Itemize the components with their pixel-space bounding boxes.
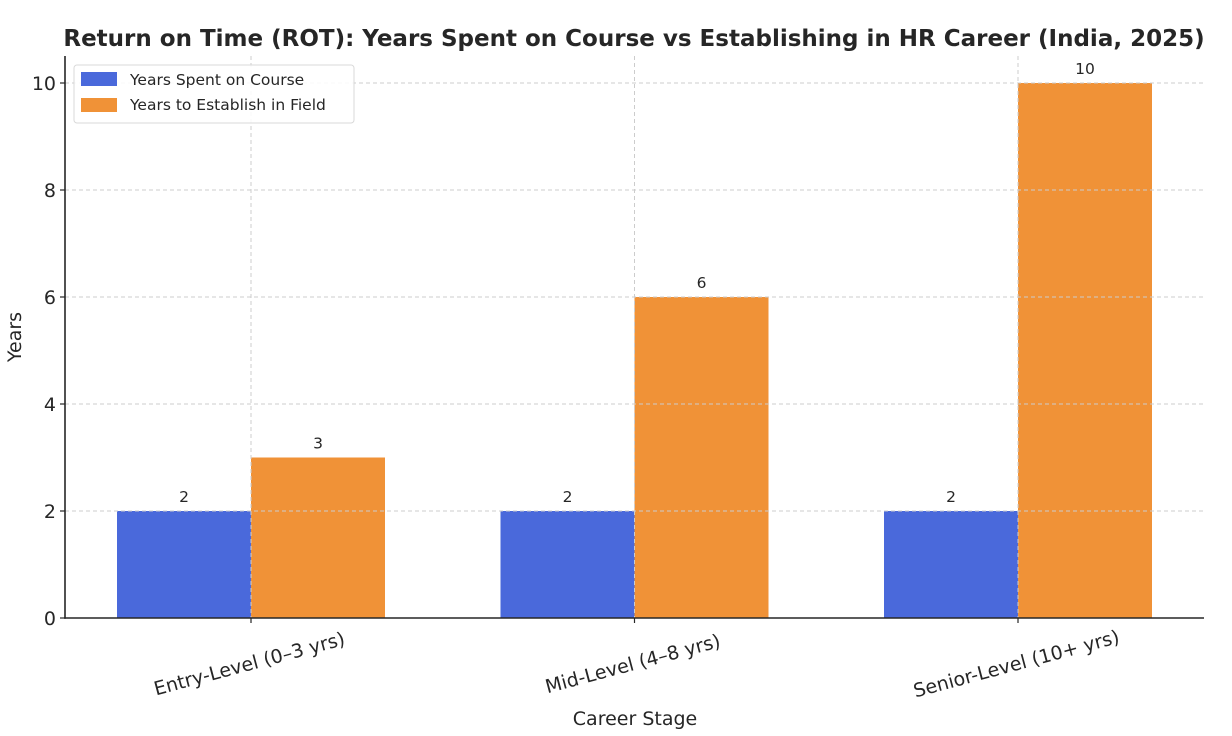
- data-label: 3: [313, 435, 323, 453]
- chart-title: Return on Time (ROT): Years Spent on Cou…: [63, 26, 1204, 52]
- x-tick-labels: Entry-Level (0–3 yrs) Mid-Level (4–8 yrs)…: [152, 618, 1122, 702]
- x-axis-label: Career Stage: [573, 708, 697, 730]
- grid-lines-overlay: [65, 56, 1204, 618]
- legend-swatch-establish: [81, 98, 117, 112]
- y-tick-label: 0: [44, 608, 56, 630]
- data-labels: 2 3 2 6 2 10: [179, 60, 1095, 506]
- bars: [117, 83, 1152, 618]
- bar-course: [500, 511, 635, 618]
- y-tick-labels: 0 2 4 6 8 10: [32, 73, 65, 630]
- y-tick-label: 4: [44, 394, 56, 416]
- y-tick-label: 10: [32, 73, 56, 95]
- x-tick-label: Mid-Level (4–8 yrs): [543, 630, 723, 698]
- bar-course: [117, 511, 251, 618]
- x-tick-label: Senior-Level (10+ yrs): [911, 626, 1122, 702]
- data-label: 2: [179, 488, 189, 506]
- bar-establish: [251, 457, 385, 618]
- x-tick-label: Entry-Level (0–3 yrs): [152, 628, 348, 700]
- legend-swatch-course: [81, 72, 117, 86]
- data-label: 6: [697, 274, 707, 292]
- data-label: 2: [946, 488, 956, 506]
- bar-establish: [1018, 83, 1152, 618]
- data-label: 10: [1075, 60, 1095, 78]
- legend-frame: [73, 64, 355, 124]
- y-tick-label: 8: [44, 180, 56, 202]
- legend-label-course: Years Spent on Course: [129, 71, 304, 89]
- bar-establish: [634, 297, 769, 618]
- bar-course: [884, 511, 1018, 618]
- y-tick-label: 2: [44, 501, 56, 523]
- y-tick-label: 6: [44, 287, 56, 309]
- y-axis-label: Years: [4, 312, 26, 363]
- data-label: 2: [563, 488, 573, 506]
- legend-label-establish: Years to Establish in Field: [129, 96, 326, 114]
- legend: Years Spent on Course Years to Establish…: [73, 64, 355, 124]
